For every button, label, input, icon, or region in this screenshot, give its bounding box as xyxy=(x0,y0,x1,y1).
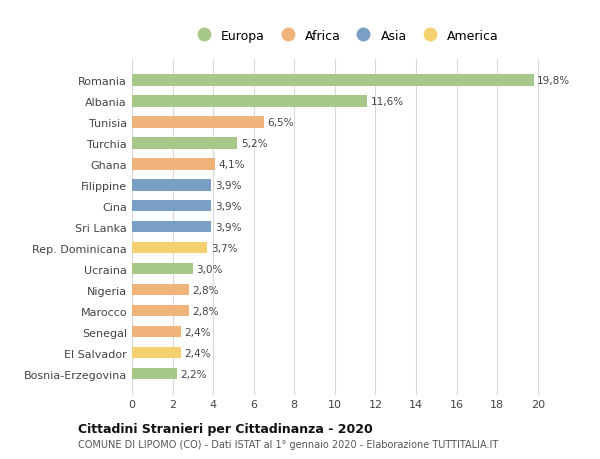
Text: 2,4%: 2,4% xyxy=(184,327,211,337)
Bar xyxy=(132,242,207,254)
Text: 4,1%: 4,1% xyxy=(219,159,245,169)
Text: 2,2%: 2,2% xyxy=(180,369,207,379)
Bar xyxy=(132,138,238,149)
Bar xyxy=(132,179,211,191)
Text: 3,9%: 3,9% xyxy=(215,180,241,190)
Text: 19,8%: 19,8% xyxy=(538,76,571,86)
Bar xyxy=(132,347,181,358)
Bar xyxy=(132,263,193,275)
Text: 3,7%: 3,7% xyxy=(211,243,237,253)
Text: 5,2%: 5,2% xyxy=(241,139,268,148)
Bar xyxy=(132,159,215,170)
Bar xyxy=(132,368,176,380)
Text: 2,8%: 2,8% xyxy=(193,306,219,316)
Bar xyxy=(132,284,189,296)
Text: 3,9%: 3,9% xyxy=(215,202,241,211)
Bar xyxy=(132,201,211,212)
Text: 3,0%: 3,0% xyxy=(197,264,223,274)
Bar xyxy=(132,117,264,128)
Bar xyxy=(132,221,211,233)
Bar xyxy=(132,96,367,107)
Text: 6,5%: 6,5% xyxy=(268,118,294,128)
Text: Cittadini Stranieri per Cittadinanza - 2020: Cittadini Stranieri per Cittadinanza - 2… xyxy=(78,422,373,436)
Bar xyxy=(132,75,533,86)
Legend: Europa, Africa, Asia, America: Europa, Africa, Asia, America xyxy=(187,26,503,46)
Text: 2,4%: 2,4% xyxy=(184,348,211,358)
Bar xyxy=(132,326,181,338)
Bar xyxy=(132,305,189,317)
Text: 2,8%: 2,8% xyxy=(193,285,219,295)
Text: 11,6%: 11,6% xyxy=(371,96,404,106)
Text: COMUNE DI LIPOMO (CO) - Dati ISTAT al 1° gennaio 2020 - Elaborazione TUTTITALIA.: COMUNE DI LIPOMO (CO) - Dati ISTAT al 1°… xyxy=(78,439,498,449)
Text: 3,9%: 3,9% xyxy=(215,222,241,232)
